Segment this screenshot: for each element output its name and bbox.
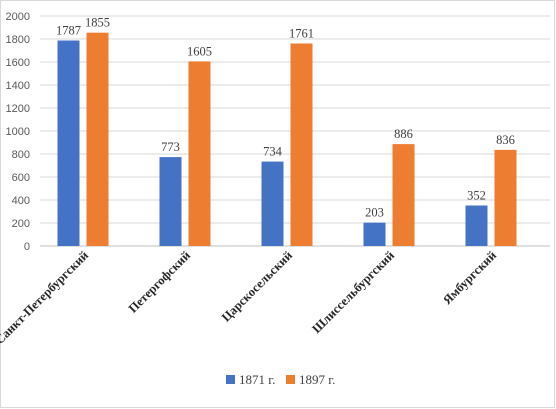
bar-s2-2	[290, 43, 313, 246]
bar-s1-4	[465, 205, 488, 246]
data-label: 886	[394, 127, 413, 141]
bar-s1-2	[261, 161, 284, 246]
y-tick-label: 200	[12, 218, 30, 230]
legend: 1871 г. 1897 г.	[226, 372, 335, 387]
bar-s1-1	[159, 157, 182, 246]
data-label: 1855	[85, 16, 110, 30]
y-tick-label: 0	[24, 241, 30, 253]
data-label: 734	[263, 145, 283, 159]
bar-s1-0	[57, 40, 80, 247]
data-label: 1605	[187, 44, 212, 58]
legend-swatch-2	[286, 375, 295, 384]
y-tick-label: 1800	[6, 34, 30, 46]
y-tick-label: 1000	[6, 126, 30, 138]
data-labels: 1787 1855 773 1605 734 1761 203 886 352 836	[56, 16, 515, 220]
bar-s2-1	[188, 61, 211, 246]
y-tick-label: 600	[12, 172, 30, 184]
x-axis-categories: Санкт-Петербургский Петергофский Царскосел…	[0, 248, 499, 347]
bars	[57, 32, 517, 247]
bar-s2-4	[494, 149, 517, 246]
x-category-label: Санкт-Петербургский	[0, 248, 91, 347]
bar-s2-3	[392, 144, 415, 246]
y-tick-label: 800	[12, 149, 30, 161]
data-label: 773	[161, 140, 180, 154]
y-tick-label: 1400	[6, 80, 30, 92]
y-tick-label: 1600	[6, 57, 30, 69]
x-category-label: Ямбургский	[440, 248, 499, 307]
x-category-label: Царскосельский	[219, 248, 295, 324]
data-label: 836	[496, 133, 515, 147]
legend-label-1: 1871 г.	[239, 372, 275, 387]
bar-s1-3	[363, 222, 386, 246]
y-tick-label: 2000	[6, 11, 30, 23]
data-label: 1787	[56, 23, 81, 37]
y-tick-label: 400	[12, 195, 30, 207]
data-label: 203	[365, 206, 384, 220]
x-category-label: Шлиссельбургский	[309, 248, 397, 336]
x-category-label: Петергофский	[126, 248, 193, 315]
legend-swatch-1	[226, 375, 235, 384]
bar-s2-0	[86, 32, 109, 246]
data-label: 352	[467, 189, 486, 203]
data-label: 1761	[289, 26, 314, 40]
y-tick-label: 1200	[6, 103, 30, 115]
legend-label-2: 1897 г.	[299, 372, 335, 387]
y-axis-ticks: 0 200 400 600 800 1000 1200 1400 1600 1800 2000	[6, 11, 30, 253]
